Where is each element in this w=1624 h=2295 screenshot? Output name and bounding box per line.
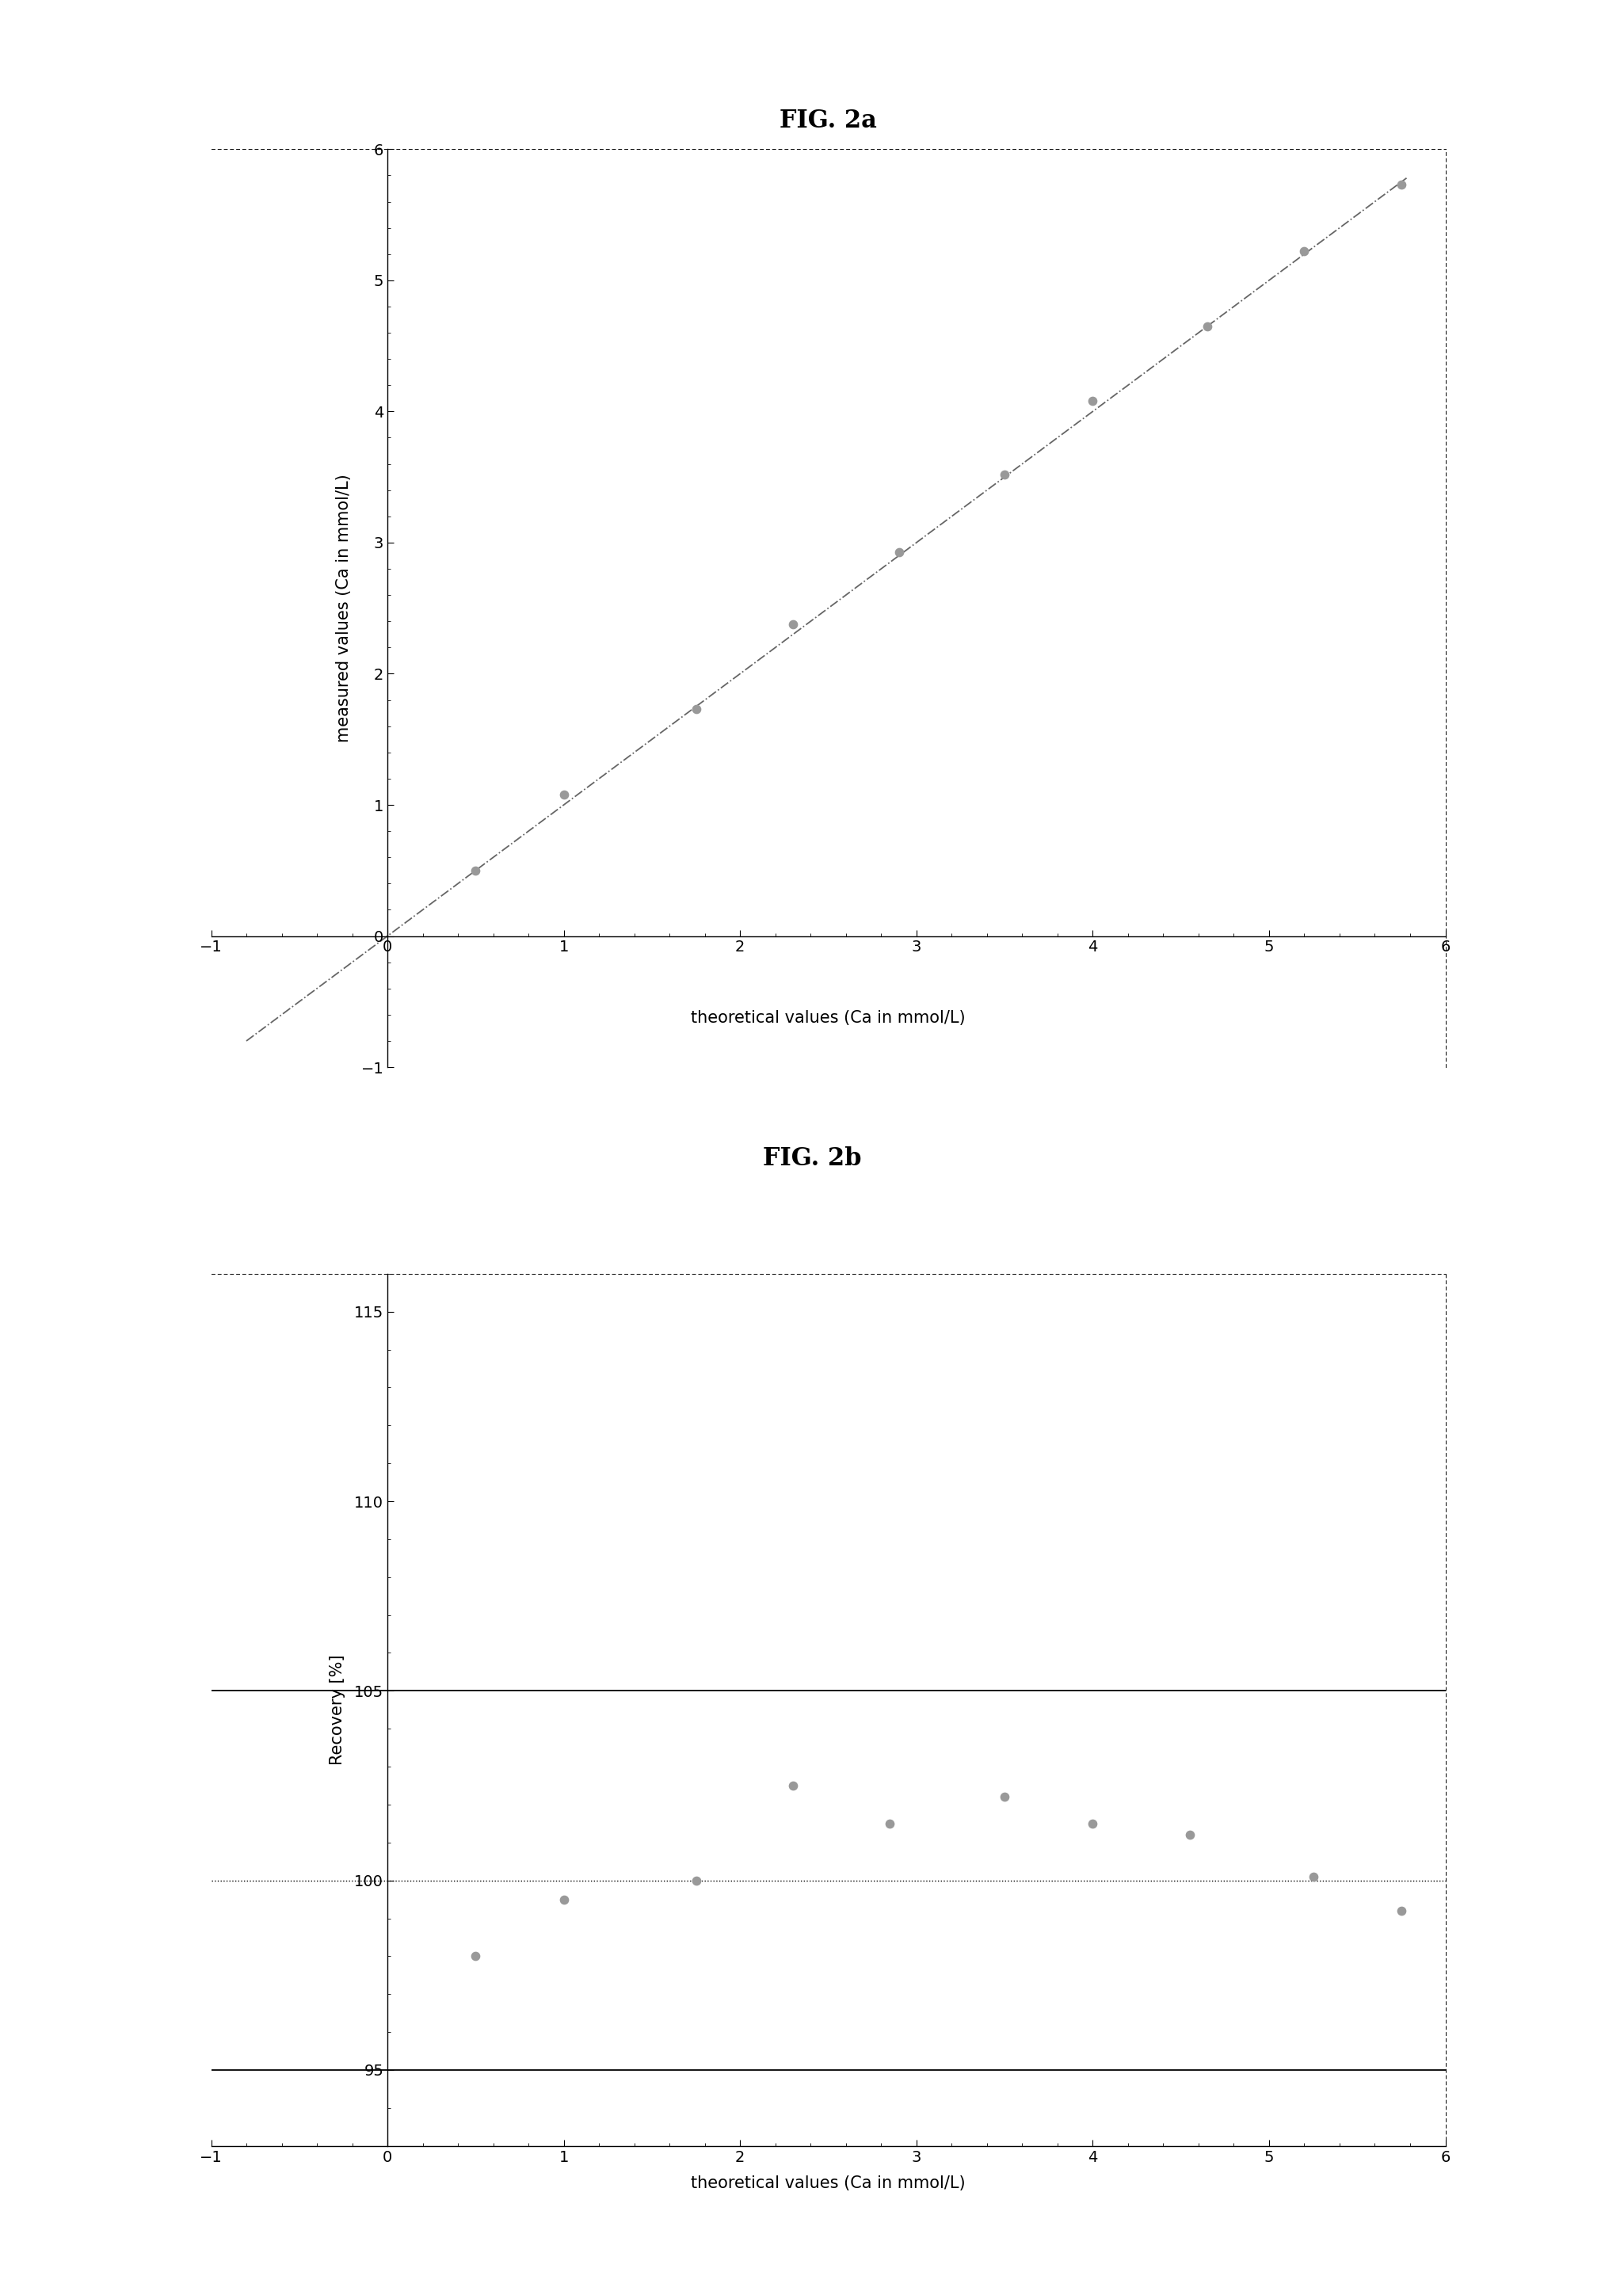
Y-axis label: Recovery [%]: Recovery [%] (330, 1655, 346, 1765)
Point (463, 1937, 489, 1974)
X-axis label: theoretical values (Ca in mmol/L): theoretical values (Ca in mmol/L) (690, 2176, 966, 2192)
Point (780, 606, 806, 643)
Point (1080, 383, 1106, 420)
Point (1177, 1818, 1203, 1854)
Point (1301, 1859, 1327, 1896)
Point (463, 851, 489, 888)
Point (1080, 1806, 1106, 1843)
Point (877, 1806, 903, 1843)
Text: FIG. 2b: FIG. 2b (763, 1148, 861, 1170)
Point (1389, 165, 1415, 202)
Point (992, 1779, 1018, 1815)
Point (992, 457, 1018, 493)
Point (885, 532, 911, 569)
Point (551, 1882, 577, 1919)
X-axis label: theoretical values (Ca in mmol/L): theoretical values (Ca in mmol/L) (690, 1010, 966, 1026)
Point (1291, 234, 1317, 271)
Title: FIG. 2a: FIG. 2a (780, 108, 877, 133)
Point (780, 1767, 806, 1804)
Point (551, 776, 577, 812)
Y-axis label: measured values (Ca in mmol/L): measured values (Ca in mmol/L) (336, 475, 352, 741)
Point (1389, 1893, 1415, 1930)
Point (684, 691, 710, 728)
Point (684, 1861, 710, 1898)
Point (1194, 308, 1220, 344)
